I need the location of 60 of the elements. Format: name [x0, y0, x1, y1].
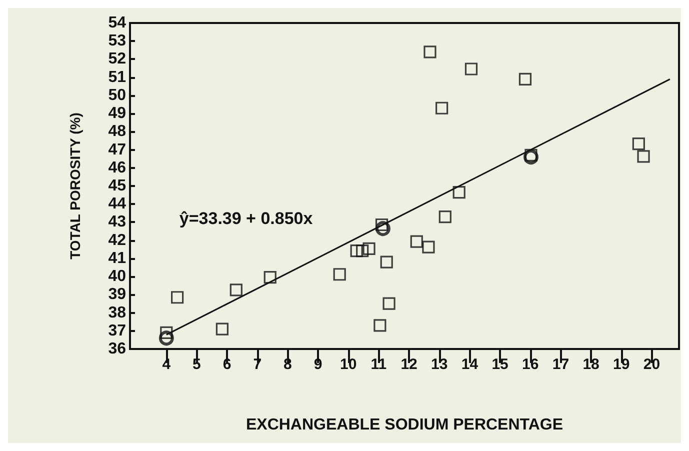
y-tick-label: 39: [108, 286, 126, 304]
y-tick-label: 37: [108, 322, 126, 340]
point: [160, 326, 173, 339]
point: [350, 244, 363, 258]
point: [382, 297, 396, 310]
x-tick-label: 15: [492, 356, 508, 373]
y-tick-label: 44: [108, 196, 126, 213]
y-tick-label: 40: [108, 268, 126, 286]
y-tick-label: 36: [108, 340, 126, 358]
point: [362, 242, 376, 255]
x-tick-label: 10: [340, 356, 357, 373]
x-tick-label: 17: [552, 356, 570, 373]
point: [632, 138, 645, 150]
y-tick-label: 46: [108, 159, 126, 176]
y-axis-title: TOTAL POROSITY (%): [67, 112, 83, 260]
point: [375, 218, 388, 232]
x-tick-label: 20: [643, 356, 660, 373]
point: [380, 256, 393, 268]
point: [523, 150, 538, 165]
y-tick-label: 42: [108, 232, 126, 249]
y-tick-label: 48: [108, 123, 126, 140]
x-tick-label: 13: [431, 356, 448, 373]
point: [424, 46, 436, 58]
point: [524, 148, 538, 162]
point: [464, 62, 478, 76]
point: [230, 284, 242, 296]
point: [333, 268, 346, 281]
point: [374, 319, 386, 332]
annotation: ŷ=33.39 + 0.850x: [179, 209, 314, 228]
y-tick-label: 41: [108, 250, 126, 267]
y-tick-label: 38: [108, 304, 126, 322]
x-tick-label: 11: [370, 356, 387, 373]
y-tick-label: 50: [108, 86, 126, 104]
x-tick-label: 18: [582, 356, 600, 373]
point: [452, 186, 466, 199]
x-tick-label: 12: [400, 356, 418, 373]
y-tick-label: 53: [108, 32, 126, 50]
point: [422, 240, 435, 254]
point: [216, 322, 229, 336]
point: [637, 150, 650, 163]
point: [264, 270, 276, 284]
point: [410, 235, 423, 248]
y-tick-label: 52: [108, 50, 126, 68]
y-tick-label: 47: [108, 141, 126, 158]
y-tick-label: 51: [108, 68, 126, 86]
point: [518, 72, 532, 86]
y-tick-label: 45: [108, 178, 126, 194]
point: [436, 102, 448, 114]
x-tick-label: 16: [522, 356, 539, 373]
point: [171, 291, 184, 304]
point: [438, 210, 452, 224]
point: [375, 221, 390, 236]
y-tick-label: 49: [108, 105, 126, 122]
point: [158, 330, 174, 346]
x-tick-label: 14: [461, 356, 479, 373]
x-tick-label: 19: [613, 356, 630, 373]
y-tick-label: 43: [108, 214, 126, 231]
point: [356, 244, 369, 258]
y-tick-label: 54: [108, 14, 126, 32]
x-axis-title: EXCHANGEABLE SODIUM PERCENTAGE: [246, 416, 564, 434]
